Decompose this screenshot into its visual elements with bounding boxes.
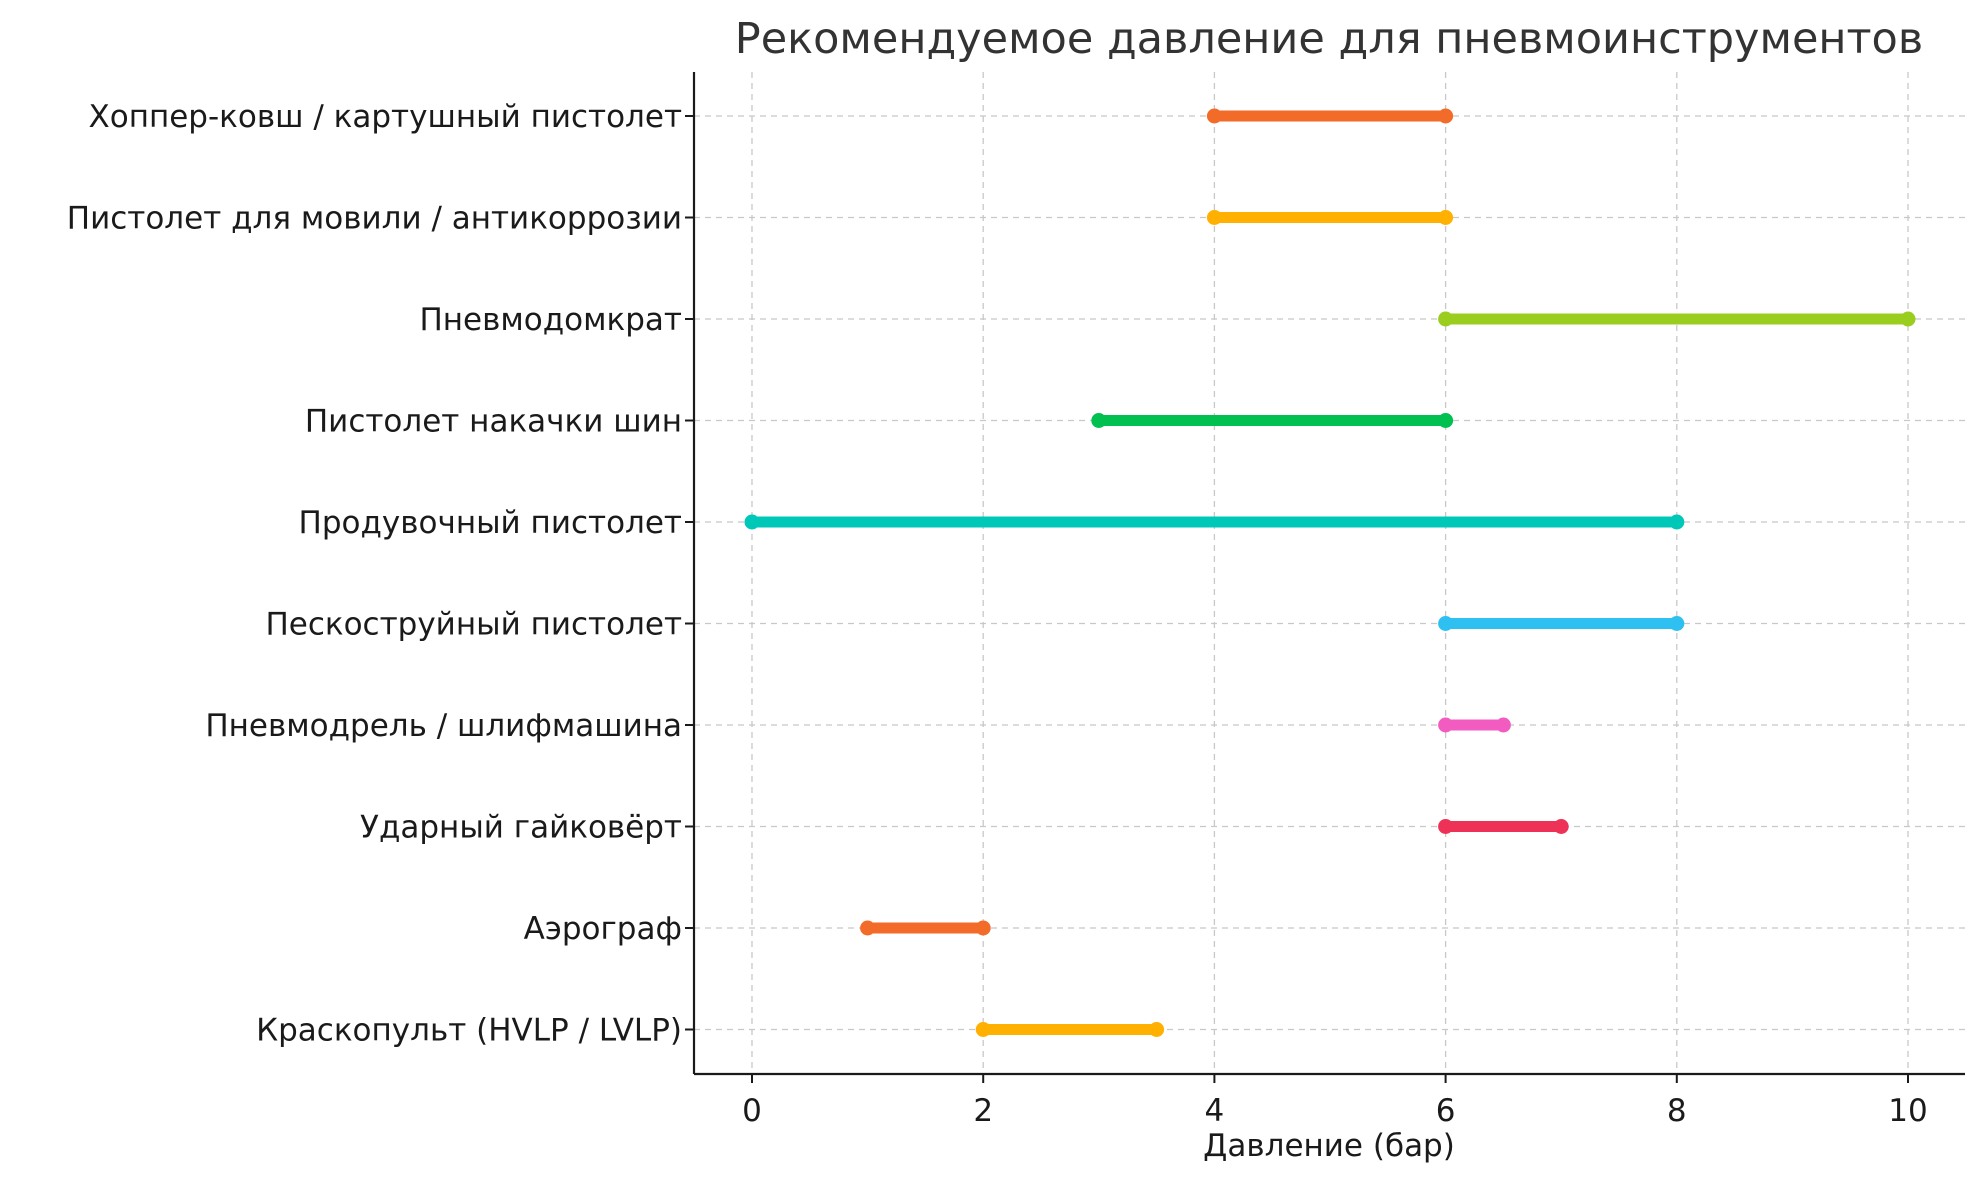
x-tick-label: 0 — [742, 1093, 762, 1129]
range-min-marker — [975, 1022, 991, 1037]
x-tick-label: 10 — [1888, 1093, 1927, 1129]
range-max-marker — [1669, 616, 1685, 631]
range-bar — [860, 920, 991, 936]
category-label: Пистолет для мовили / антикоррозии — [67, 201, 682, 237]
range-min-marker — [1091, 413, 1107, 428]
category-label: Пневмодрель / шлифмашина — [205, 708, 682, 744]
category-label: Краскопульт (HVLP / LVLP) — [256, 1013, 682, 1049]
range-bars — [744, 108, 1916, 1037]
range-max-marker — [1149, 1022, 1165, 1037]
x-tick-label: 4 — [1205, 1093, 1225, 1129]
range-bar — [1438, 717, 1511, 733]
range-max-marker — [1553, 819, 1569, 834]
range-bar — [975, 1022, 1165, 1037]
category-label: Ударный гайковёрт — [360, 810, 682, 846]
x-tick-label: 2 — [973, 1093, 993, 1129]
range-min-marker — [1438, 616, 1454, 631]
range-max-marker — [975, 920, 991, 936]
x-axis-label: Давление (бар) — [1203, 1128, 1455, 1164]
range-min-marker — [860, 920, 876, 936]
range-max-marker — [1669, 514, 1685, 530]
range-bar — [1438, 819, 1569, 834]
category-label: Пистолет накачки шин — [305, 404, 682, 440]
range-min-marker — [1206, 210, 1222, 225]
range-bar — [1091, 413, 1454, 428]
range-bar — [1206, 108, 1454, 124]
category-label: Пневмодомкрат — [419, 302, 682, 338]
range-max-marker — [1495, 717, 1511, 733]
category-labels: Краскопульт (HVLP / LVLP) Аэрограф Ударный… — [67, 99, 682, 1049]
range-min-marker — [1206, 108, 1222, 124]
chart-title: Рекомендуемое давление для пневмоинструм… — [735, 14, 1923, 64]
range-max-marker — [1900, 311, 1916, 327]
category-label: Пескоструйный пистолет — [265, 607, 682, 643]
range-bar — [744, 514, 1685, 530]
axes — [685, 72, 1965, 1083]
grid-lines — [694, 72, 1965, 1074]
range-bar — [1438, 616, 1685, 631]
range-min-marker — [1438, 717, 1454, 733]
x-tick-labels: 0 2 4 6 8 10 — [742, 1093, 1928, 1129]
range-max-marker — [1438, 210, 1454, 225]
category-label: Продувочный пистолет — [299, 505, 682, 541]
range-min-marker — [1438, 311, 1454, 327]
range-bar — [1206, 210, 1454, 225]
category-label: Хоппер-ковш / картушный пистолет — [89, 99, 683, 135]
range-max-marker — [1438, 108, 1454, 124]
x-tick-label: 8 — [1667, 1093, 1687, 1129]
category-label: Аэрограф — [524, 911, 682, 947]
x-tick-label: 6 — [1436, 1093, 1456, 1129]
range-min-marker — [1438, 819, 1454, 834]
range-min-marker — [744, 514, 760, 530]
range-bar — [1438, 311, 1916, 327]
range-max-marker — [1438, 413, 1454, 428]
